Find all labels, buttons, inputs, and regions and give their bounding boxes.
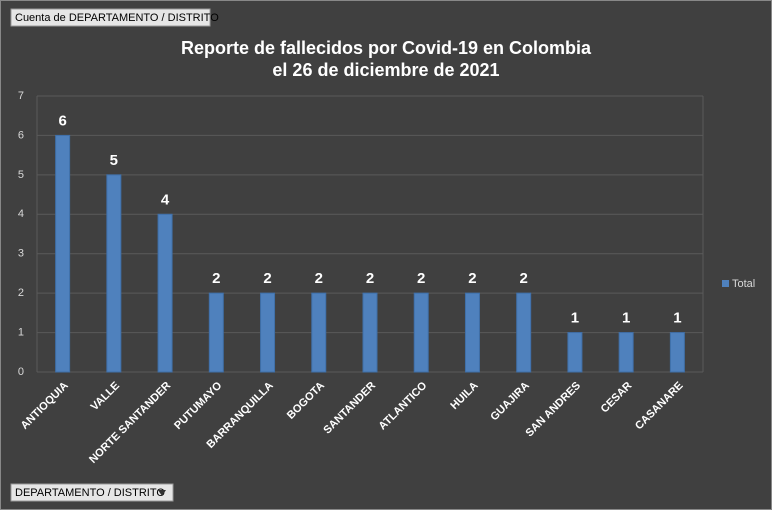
bar xyxy=(208,292,224,373)
chart-title: el 26 de diciembre de 2021 xyxy=(272,60,499,80)
legend-label: Total xyxy=(732,278,755,290)
bar xyxy=(157,213,173,373)
value-field-label: Cuenta de DEPARTAMENTO / DISTRITO xyxy=(15,12,219,24)
chart-title: Reporte de fallecidos por Covid-19 en Co… xyxy=(181,38,592,58)
bar xyxy=(55,134,71,373)
bar xyxy=(413,292,429,373)
data-label: 2 xyxy=(315,270,323,287)
bar xyxy=(260,292,276,373)
data-label: 2 xyxy=(366,270,374,287)
bar xyxy=(618,332,634,373)
y-tick-label: 1 xyxy=(18,326,24,338)
bar xyxy=(669,332,685,373)
bar xyxy=(464,292,480,373)
y-tick-label: 4 xyxy=(18,208,24,220)
data-label: 1 xyxy=(571,310,579,327)
data-label: 2 xyxy=(417,270,425,287)
bar xyxy=(567,332,583,373)
data-label: 1 xyxy=(673,310,681,327)
dropdown-arrow[interactable] xyxy=(158,490,166,496)
bar xyxy=(362,292,378,373)
y-tick-label: 3 xyxy=(18,248,24,260)
bar xyxy=(106,174,122,373)
data-label: 4 xyxy=(161,191,170,208)
axis-field-label: DEPARTAMENTO / DISTRITO xyxy=(15,487,165,499)
data-label: 1 xyxy=(622,310,630,327)
data-label: 6 xyxy=(58,112,66,129)
bar xyxy=(516,292,532,373)
data-label: 2 xyxy=(212,270,220,287)
legend-swatch xyxy=(722,280,729,287)
data-label: 2 xyxy=(263,270,271,287)
y-tick-label: 6 xyxy=(18,129,24,141)
y-tick-label: 0 xyxy=(18,366,24,378)
y-tick-label: 5 xyxy=(18,169,24,181)
bar xyxy=(311,292,327,373)
data-label: 2 xyxy=(468,270,476,287)
axis-field-button[interactable] xyxy=(10,483,174,502)
value-field-button[interactable] xyxy=(10,8,211,27)
data-label: 5 xyxy=(110,152,118,169)
data-label: 2 xyxy=(520,270,528,287)
y-tick-label: 2 xyxy=(18,287,24,299)
y-tick-label: 7 xyxy=(18,90,24,102)
